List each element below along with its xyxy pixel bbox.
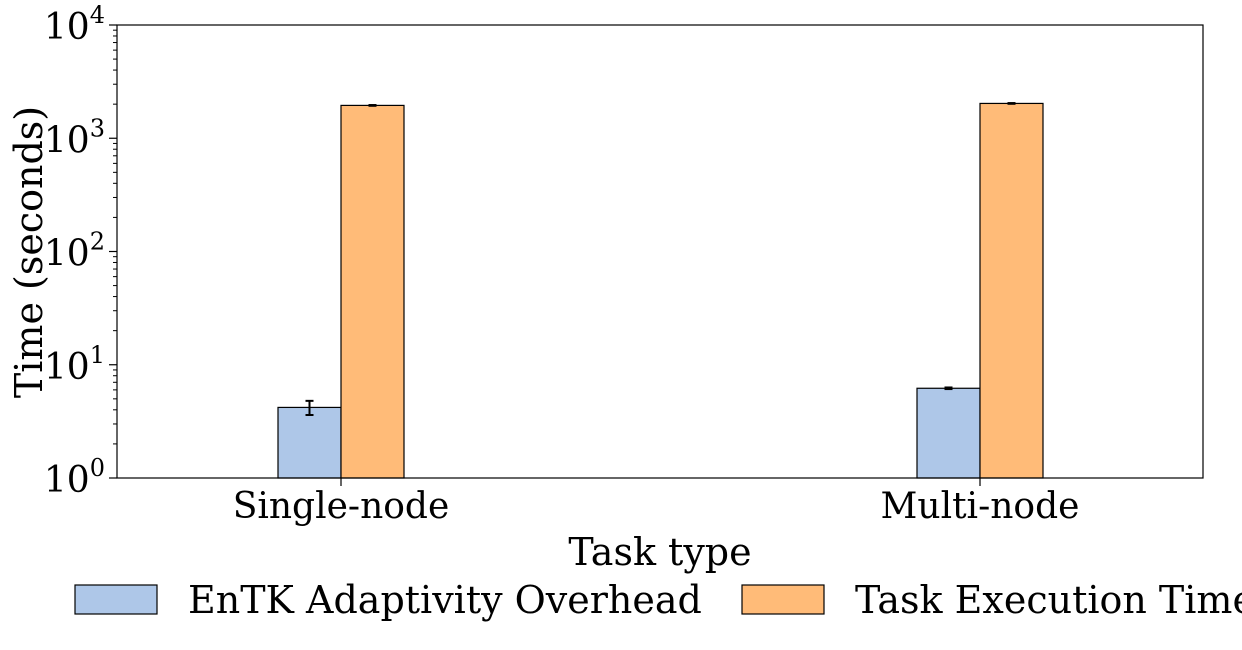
x-tick-label: Single-node [233,486,450,527]
legend-label: EnTK Adaptivity Overhead [188,578,702,622]
x-axis: Single-node Multi-node [233,478,1080,527]
bar [277,406,342,479]
y-axis: 100 101 102 103 104 [44,1,117,501]
bar [340,104,405,479]
x-axis-label: Task type [568,530,751,574]
legend-label: Task Execution Time [855,578,1242,622]
legend-swatch [741,584,825,615]
errorbars-layer [305,102,1016,416]
plot-frame [116,24,1204,479]
y-tick-label: 104 [44,1,105,48]
x-tick-label: Multi-node [881,486,1080,527]
bar [979,102,1044,479]
legend-swatch [74,584,158,615]
y-tick-label: 100 [44,454,105,501]
y-tick-label: 101 [44,341,105,388]
y-axis-label: Time (seconds) [7,106,51,398]
bars-layer [277,102,1044,479]
y-tick-label: 103 [44,114,105,161]
bar [916,387,981,479]
legend: EnTK Adaptivity Overhead Task Execution T… [74,578,1242,622]
y-tick-label: 102 [44,228,105,275]
